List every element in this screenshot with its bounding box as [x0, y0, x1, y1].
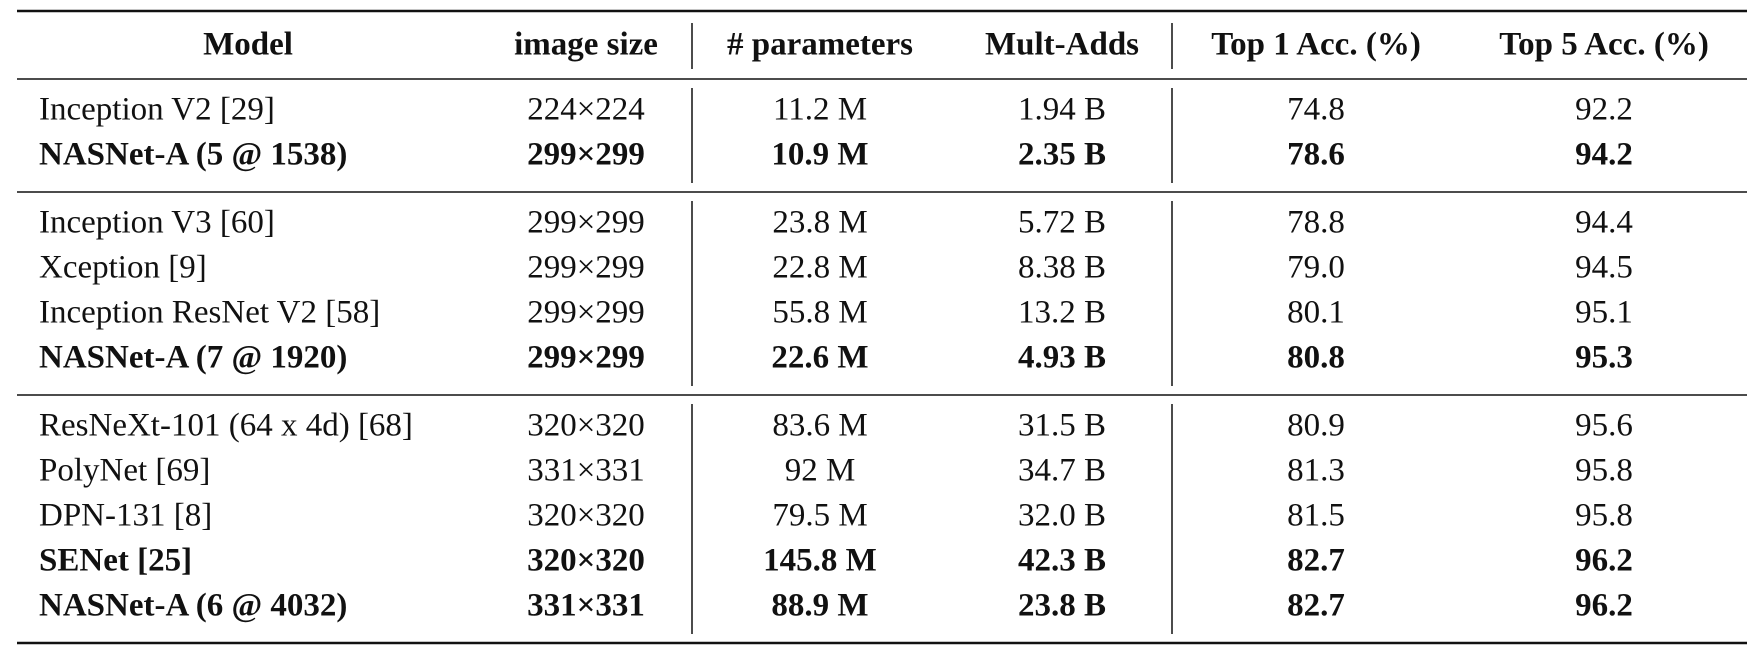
cell: 299×299 [527, 295, 645, 331]
cell: NASNet-A (6 @ 4032) [39, 588, 347, 624]
cell: 145.8 M [763, 543, 877, 579]
cell: 23.8 M [772, 205, 867, 241]
cell: 299×299 [527, 250, 645, 286]
cell: 42.3 B [1018, 543, 1106, 579]
header-cell: Top 1 Acc. (%) [1211, 27, 1421, 63]
cell: SENet [25] [39, 543, 192, 579]
cell: 5.72 B [1018, 205, 1106, 241]
header-cell: # parameters [727, 27, 913, 63]
header-cell: image size [514, 27, 658, 63]
cell: 320×320 [527, 498, 645, 534]
cell: 34.7 B [1018, 453, 1106, 489]
cell: Inception ResNet V2 [58] [39, 295, 380, 331]
cell: 22.6 M [771, 340, 868, 376]
cell: NASNet-A (5 @ 1538) [39, 137, 347, 173]
cell: 55.8 M [772, 295, 867, 331]
cell: 95.3 [1575, 340, 1633, 376]
cell: 96.2 [1575, 588, 1633, 624]
cell: 78.8 [1287, 205, 1345, 241]
cell: 95.8 [1575, 498, 1633, 534]
cell: Inception V2 [29] [39, 92, 275, 128]
cell: 23.8 B [1018, 588, 1106, 624]
cell: 299×299 [527, 137, 645, 173]
cell: 2.35 B [1018, 137, 1106, 173]
cell: 82.7 [1287, 543, 1345, 579]
cell: 81.5 [1287, 498, 1345, 534]
cell: 11.2 M [773, 92, 867, 128]
header-cell: Mult-Adds [985, 27, 1139, 63]
cell: 80.9 [1287, 408, 1345, 444]
cell: 79.0 [1287, 250, 1345, 286]
cell: Inception V3 [60] [39, 205, 275, 241]
cell: 299×299 [527, 340, 645, 376]
cell: 299×299 [527, 205, 645, 241]
cell: 94.5 [1575, 250, 1633, 286]
cell: 92 M [785, 453, 856, 489]
cell: 80.1 [1287, 295, 1345, 331]
cell: 4.93 B [1018, 340, 1106, 376]
cell: 82.7 [1287, 588, 1345, 624]
cell: 78.6 [1287, 137, 1345, 173]
cell: ResNeXt-101 (64 x 4d) [68] [39, 408, 413, 444]
header-cell: Top 5 Acc. (%) [1499, 27, 1709, 63]
cell: 96.2 [1575, 543, 1633, 579]
cell: 224×224 [527, 92, 645, 128]
cell: 320×320 [527, 543, 645, 579]
cell: 32.0 B [1018, 498, 1106, 534]
cell: PolyNet [69] [39, 453, 210, 489]
cell: 22.8 M [772, 250, 867, 286]
cell: 31.5 B [1018, 408, 1106, 444]
cell: 79.5 M [772, 498, 867, 534]
cell: 80.8 [1287, 340, 1345, 376]
cell: 92.2 [1575, 92, 1633, 128]
cell: 13.2 B [1018, 295, 1106, 331]
cell: NASNet-A (7 @ 1920) [39, 340, 347, 376]
cell: 320×320 [527, 408, 645, 444]
cell: 94.2 [1575, 137, 1633, 173]
cell: 331×331 [527, 588, 645, 624]
header-cell: Model [203, 27, 293, 63]
cell: Xception [9] [39, 250, 207, 286]
cell: 95.6 [1575, 408, 1633, 444]
cell: 1.94 B [1018, 92, 1106, 128]
cell: 74.8 [1287, 92, 1345, 128]
cell: 10.9 M [771, 137, 868, 173]
cell: 331×331 [527, 453, 645, 489]
cell: 81.3 [1287, 453, 1345, 489]
cell: DPN-131 [8] [39, 498, 212, 534]
cell: 94.4 [1575, 205, 1633, 241]
cell: 88.9 M [771, 588, 868, 624]
cell: 95.8 [1575, 453, 1633, 489]
cell: 8.38 B [1018, 250, 1106, 286]
cell: 83.6 M [772, 408, 867, 444]
cell: 95.1 [1575, 295, 1633, 331]
